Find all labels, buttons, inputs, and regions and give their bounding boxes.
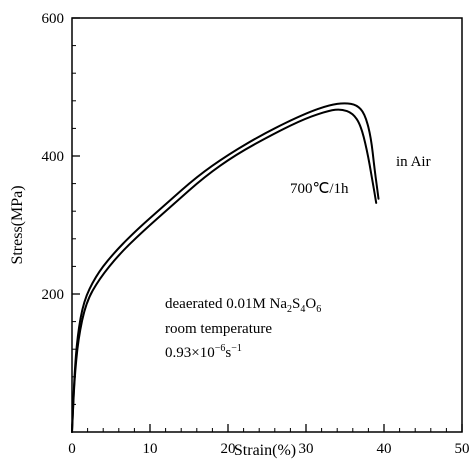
tick-labels: 0 10 20 30 40 50 200 400 600 xyxy=(42,11,470,457)
label-strain-rate: 0.93×10−6s−1 xyxy=(165,343,242,361)
label-room-temperature: room temperature xyxy=(165,321,272,337)
x-tick-label: 40 xyxy=(377,441,392,457)
series-line-2 xyxy=(71,108,378,433)
label-environment: deaerated 0.01M Na2S4O6 xyxy=(165,296,321,315)
series-line-1 xyxy=(71,102,380,433)
x-tick-label: 10 xyxy=(143,441,158,457)
x-axis-title: Strain(%) xyxy=(234,442,296,459)
label-in-air: in Air xyxy=(396,154,431,170)
label-heat-treatment: 700℃/1h xyxy=(290,181,349,197)
series-group xyxy=(71,102,380,433)
ticks xyxy=(71,17,463,432)
x-tick-label: 30 xyxy=(299,441,314,457)
y-tick-label: 200 xyxy=(42,287,65,303)
y-axis-title: Stress(MPa) xyxy=(9,185,26,264)
x-tick-label: 20 xyxy=(221,441,236,457)
x-tick-label: 50 xyxy=(455,441,470,457)
axes xyxy=(71,17,463,433)
y-tick-label: 600 xyxy=(42,11,65,27)
x-tick-label: 0 xyxy=(68,441,76,457)
plot-frame xyxy=(71,17,463,433)
y-tick-label: 400 xyxy=(42,149,65,165)
